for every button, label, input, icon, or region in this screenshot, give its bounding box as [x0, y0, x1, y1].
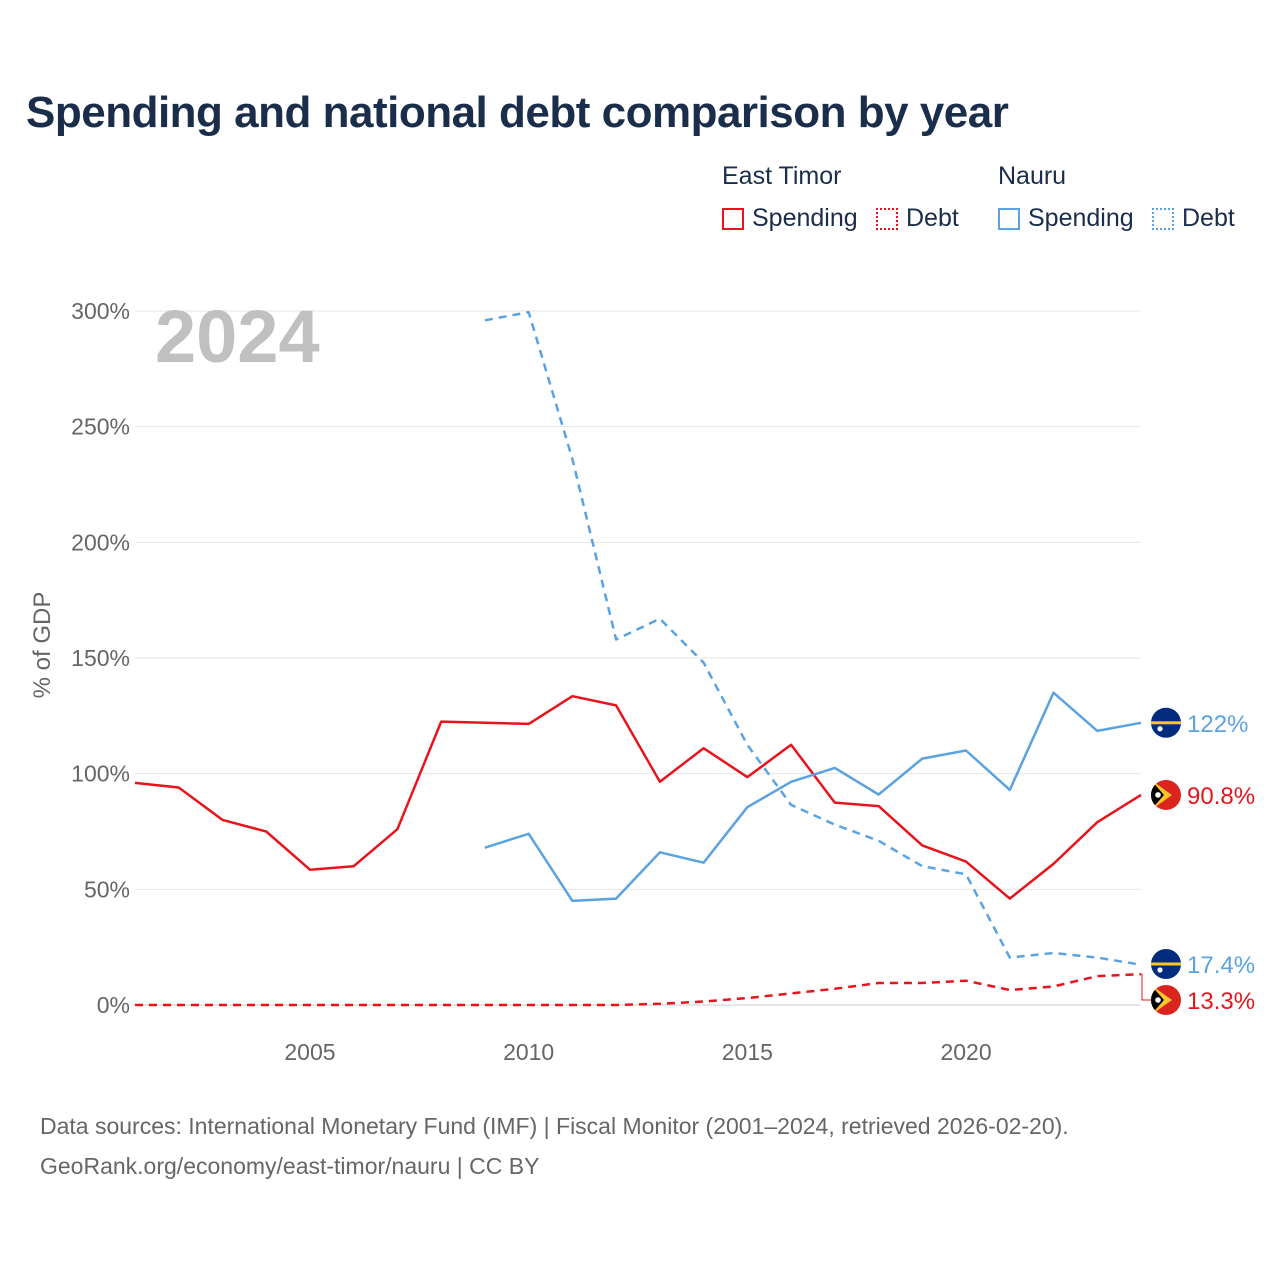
source-note: Data sources: International Monetary Fun… [40, 1106, 1069, 1186]
legend-item-east-timor-debt[interactable]: Debt [876, 204, 959, 233]
legend-item-east-timor-spending[interactable]: Spending [722, 204, 858, 233]
x-tick-label: 2020 [940, 1039, 991, 1065]
y-tick-label: 50% [84, 876, 130, 902]
end-label-east-timor-debt: 13.3% [1187, 988, 1255, 1015]
legend-item-nauru-spending[interactable]: Spending [998, 204, 1134, 233]
chart-plot: 2024 0% 50% 100% 150% 200% 250% 300% 2005 2010 2… [29, 295, 1255, 1065]
end-label-east-timor-spending: 90.8% [1187, 783, 1255, 810]
end-connector-east-timor-debt [1141, 973, 1151, 1001]
x-tick-label: 2015 [722, 1039, 773, 1065]
source-line-1: Data sources: International Monetary Fun… [40, 1113, 1069, 1139]
legend-label-nauru-debt: Debt [1182, 204, 1235, 232]
legend-group-nauru: Nauru [998, 162, 1067, 190]
y-tick-label: 300% [71, 298, 130, 324]
series-line-nauru-spending[interactable] [484, 691, 1142, 903]
series-line-east-timor-debt[interactable] [135, 972, 1142, 1007]
x-tick-label: 2005 [284, 1039, 335, 1065]
flag-icon-nauru [1151, 707, 1181, 738]
source-line-2: GeoRank.org/economy/east-timor/nauru | C… [40, 1153, 540, 1179]
y-tick-label: 250% [71, 414, 130, 440]
series-line-east-timor-spending[interactable] [134, 694, 1142, 900]
legend-swatch-east-timor-debt [876, 207, 898, 230]
flag-icon-east-timor [1151, 985, 1181, 1015]
legend-label-east-timor-debt: Debt [906, 204, 959, 232]
legend-label-nauru-spending: Spending [1028, 204, 1134, 232]
legend-group-east-timor: East Timor [722, 162, 842, 190]
flag-icon-east-timor [1151, 779, 1181, 810]
y-tick-label: 200% [71, 529, 130, 555]
end-label-nauru-debt: 17.4% [1187, 952, 1255, 979]
legend-swatch-nauru-debt [1152, 207, 1174, 230]
y-tick-label: 0% [97, 992, 130, 1018]
legend-swatch-east-timor-spending [722, 207, 744, 230]
end-label-nauru-spending: 122% [1187, 711, 1248, 738]
y-axis-label: % of GDP [29, 592, 56, 699]
y-tick-label: 150% [71, 645, 130, 671]
series-line-nauru-debt[interactable] [484, 310, 1142, 966]
legend-swatch-nauru-spending [998, 207, 1020, 230]
chart-title: Spending and national debt comparison by… [26, 88, 1009, 137]
year-watermark: 2024 [155, 295, 320, 378]
legend-label-east-timor-spending: Spending [752, 204, 858, 232]
flag-icon-nauru [1151, 949, 1181, 979]
legend-item-nauru-debt[interactable]: Debt [1152, 204, 1235, 233]
y-tick-label: 100% [71, 761, 130, 787]
x-tick-label: 2010 [503, 1039, 554, 1065]
